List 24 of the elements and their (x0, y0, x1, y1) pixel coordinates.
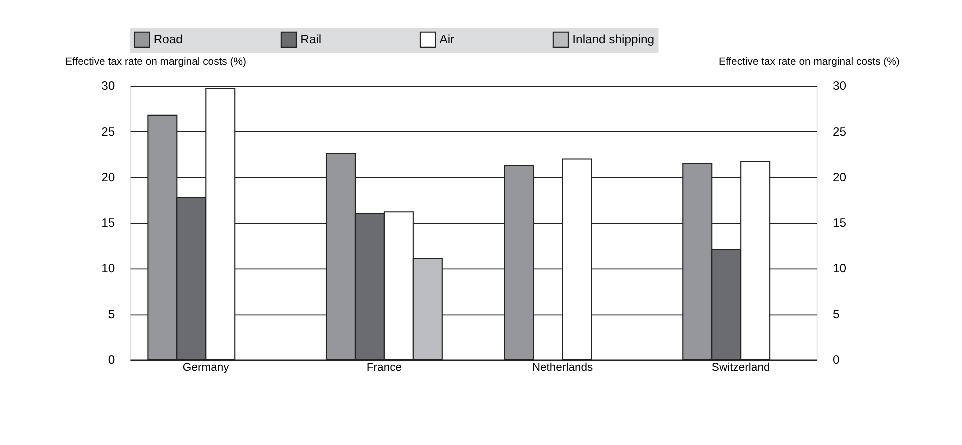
y2-tick-label: 0 (832, 352, 840, 367)
legend-label: Road (154, 32, 183, 46)
x-tick-label: Germany (182, 362, 230, 374)
y-tick-label: 15 (102, 216, 116, 230)
y2-tick-label: 15 (832, 216, 847, 230)
y-axis-title: Effective tax rate on marginal costs (%) (66, 56, 246, 68)
y2-axis-title: Effective tax rate on marginal costs (%) (719, 56, 900, 68)
y-tick-label: 25 (102, 124, 116, 139)
legend-label: Inland shipping (572, 32, 654, 46)
x-tick-label: Netherlands (532, 362, 594, 374)
y2-tick-label: 30 (832, 79, 847, 94)
x-tick-label: France (366, 362, 402, 374)
y-tick-label: 10 (102, 262, 116, 276)
x-tick-label: Switzerland (712, 362, 770, 374)
y-tick-label: 5 (108, 307, 116, 322)
legend-label: Rail (300, 32, 322, 46)
y2-tick-label: 25 (832, 124, 847, 139)
y2-tick-label: 5 (832, 307, 840, 322)
legend-label: Air (440, 32, 455, 46)
y2-tick-label: 10 (832, 262, 847, 276)
y-tick-label: 30 (102, 79, 116, 94)
y2-tick-label: 20 (832, 170, 847, 184)
y-tick-label: 20 (102, 170, 116, 184)
y-tick-label: 0 (108, 352, 116, 367)
